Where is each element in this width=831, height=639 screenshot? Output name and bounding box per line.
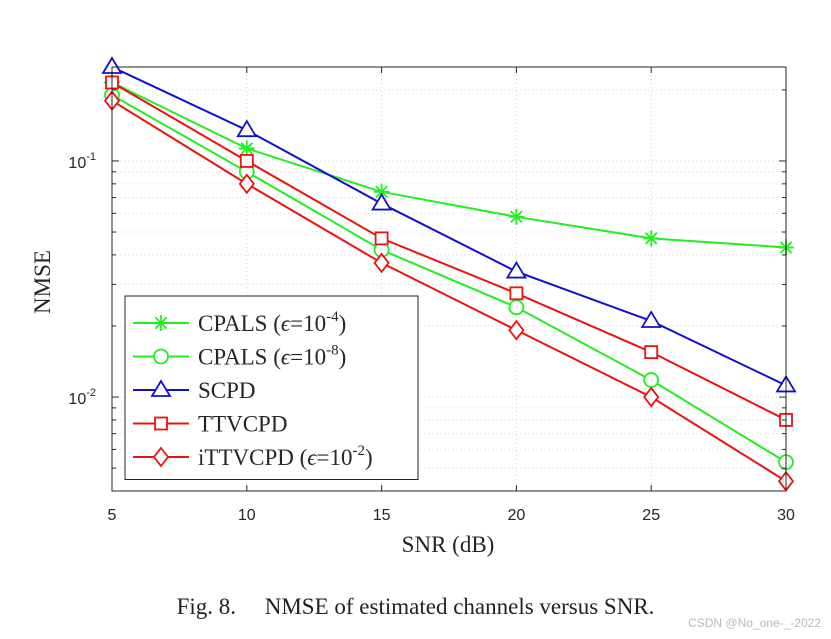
marker-triangle	[505, 260, 527, 279]
marker-square	[239, 154, 254, 168]
figure-caption: Fig. 8. NMSE of estimated channels versu…	[0, 594, 831, 620]
legend-label: iTTVCPD (ϵ=10-2)	[198, 443, 373, 470]
marker-diamond	[508, 319, 525, 341]
marker-circle	[508, 299, 525, 316]
legend-entry: CPALS (ϵ=10-4)	[133, 309, 346, 336]
legend-label-exponent: -4	[326, 309, 339, 325]
legend-entry: CPALS (ϵ=10-8)	[133, 343, 346, 370]
marker-square	[509, 286, 524, 301]
legend-label: CPALS (ϵ=10-8)	[198, 343, 346, 370]
legend-entry: SCPD	[133, 378, 256, 403]
marker-circle	[153, 348, 169, 365]
y-axis-label: NMSE	[30, 250, 55, 314]
series-line	[111, 66, 787, 387]
marker-asterisk	[508, 208, 525, 225]
asterisk-stroke	[644, 232, 658, 245]
y-tick-label: 10-1	[68, 151, 96, 172]
x-tick-label: 10	[238, 507, 256, 524]
y-tick-base: 10	[68, 391, 86, 408]
legend-label-equals: =10	[290, 345, 326, 370]
marker-circle	[643, 372, 660, 388]
y-tick-label: 10-2	[68, 387, 96, 408]
legend-entry: TTVCPD	[133, 412, 287, 437]
x-axis-label: SNR (dB)	[402, 532, 495, 557]
marker-triangle	[640, 310, 662, 328]
legend-label-equals: =10	[317, 445, 353, 470]
x-tick-label: 25	[642, 507, 660, 524]
legend-box	[124, 295, 419, 480]
x-tick-label: 5	[108, 507, 117, 524]
legend-label: SCPD	[198, 378, 256, 403]
marker-triangle	[371, 192, 393, 211]
legend: CPALS (ϵ=10-4)CPALS (ϵ=10-8)SCPDTTVCPDiT…	[124, 295, 419, 480]
y-tick-base: 10	[68, 155, 86, 172]
series-line	[111, 81, 787, 421]
x-tick-label: 30	[777, 507, 795, 524]
series-triangle	[101, 56, 797, 393]
y-tick-exponent: -1	[86, 151, 96, 163]
marker-asterisk	[153, 315, 169, 331]
marker-triangle	[236, 119, 258, 138]
series-asterisk	[104, 74, 794, 256]
series-line	[111, 81, 787, 249]
marker-square	[154, 416, 168, 431]
legend-label-epsilon: ϵ	[281, 311, 291, 336]
marker-asterisk	[643, 230, 660, 247]
marker-diamond	[373, 252, 390, 274]
y-tick-exponent: -2	[86, 387, 96, 399]
legend-label-main: CPALS (	[198, 311, 281, 336]
marker-diamond	[643, 386, 660, 408]
asterisk-stroke	[375, 185, 388, 199]
marker-square	[644, 345, 659, 360]
legend-label-main: iTTVCPD (	[198, 445, 307, 470]
axes-box	[111, 66, 787, 492]
asterisk-stroke	[240, 142, 254, 155]
legend-label-epsilon: ϵ	[281, 345, 291, 370]
series-line	[111, 99, 787, 483]
caption-text: NMSE of estimated channels versus SNR.	[264, 594, 655, 619]
marker-asterisk	[373, 183, 390, 200]
watermark: CSDN @No_one-_-2022	[688, 616, 821, 630]
x-tick-label: 20	[508, 507, 526, 524]
marker-asterisk	[238, 140, 255, 157]
x-tick-label: 15	[373, 507, 391, 524]
marker-square	[374, 231, 389, 246]
series-line	[111, 94, 787, 463]
caption-label: Fig. 8.	[176, 594, 236, 619]
legend-label-main: TTVCPD	[198, 412, 287, 437]
legend-entry: iTTVCPD (ϵ=10-2)	[133, 443, 373, 470]
legend-label-close: )	[365, 445, 373, 470]
legend-label-close: )	[339, 311, 347, 336]
legend-label-equals: =10	[290, 311, 326, 336]
marker-diamond	[238, 173, 255, 195]
legend-label: TTVCPD	[198, 412, 287, 437]
legend-label-epsilon: ϵ	[307, 445, 317, 470]
asterisk-stroke	[154, 316, 168, 330]
asterisk-stroke	[510, 210, 523, 224]
marker-triangle	[150, 379, 172, 397]
legend-label: CPALS (ϵ=10-4)	[198, 309, 346, 336]
legend-label-main: CPALS (	[198, 345, 281, 370]
legend-label-exponent: -8	[326, 343, 339, 359]
legend-label-close: )	[339, 345, 347, 370]
legend-label-main: SCPD	[198, 378, 256, 403]
legend-label-exponent: -2	[353, 443, 366, 459]
series-square	[105, 75, 793, 427]
marker-diamond	[152, 446, 170, 468]
